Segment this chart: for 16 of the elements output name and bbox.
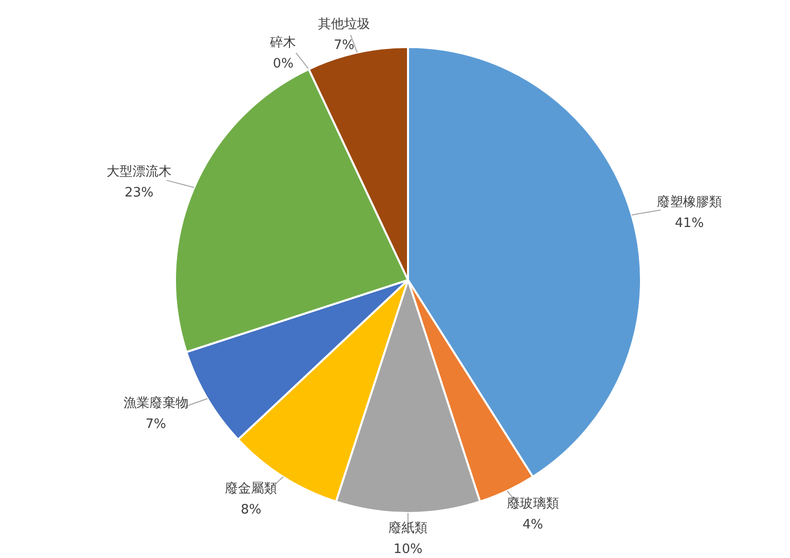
data-label: 41% xyxy=(674,216,704,231)
slice-label: 其他垃圾 xyxy=(318,17,370,32)
slice-label: 廢塑橡膠類 xyxy=(656,194,722,210)
data-label: 4% xyxy=(522,518,544,533)
slice-label: 漁業廢棄物 xyxy=(123,394,188,411)
data-label: 8% xyxy=(240,502,262,518)
text: 0% xyxy=(272,56,294,72)
data-label: 7% xyxy=(334,38,354,54)
slice-label: 廢金屬類 xyxy=(225,480,278,496)
slice-label: 廢紙類 xyxy=(388,520,428,536)
slice-label: 大型漂流木 xyxy=(106,164,172,180)
data-label: 10% xyxy=(394,542,422,557)
category-label: 碎木 xyxy=(270,35,296,50)
slice-label: 廢玻璃類 xyxy=(506,496,559,512)
data-label: 23% xyxy=(124,186,154,201)
data-label: 7% xyxy=(145,416,166,432)
